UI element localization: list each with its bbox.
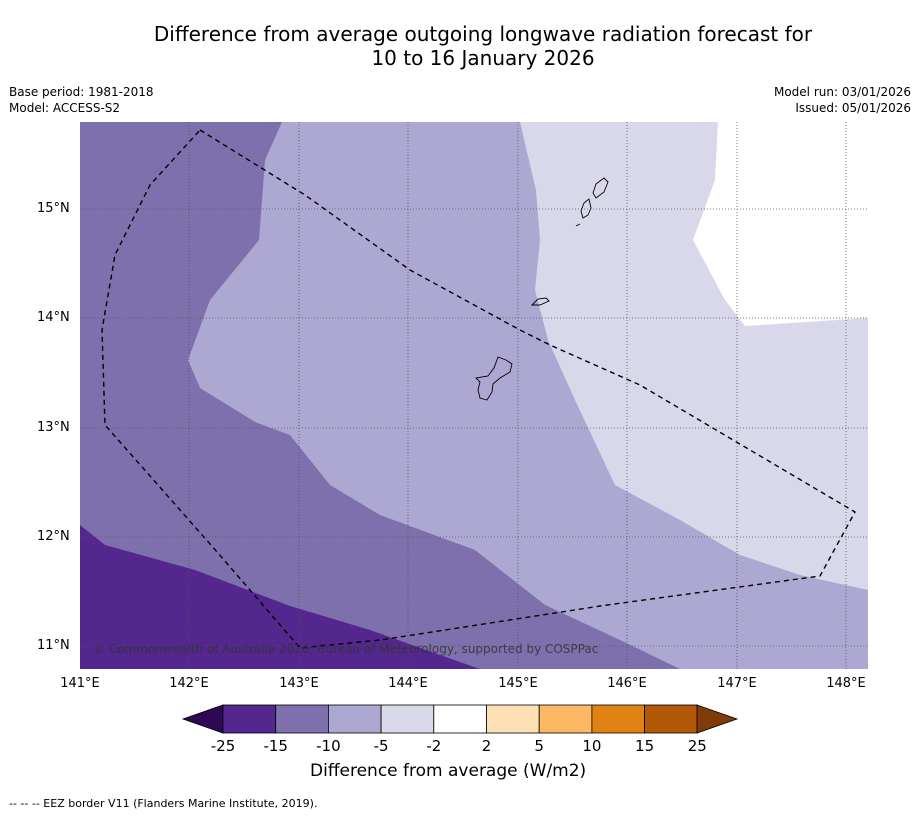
contour-band-minus15-minus10 (80, 122, 680, 669)
colorbar-tick-label: -5 (373, 737, 389, 755)
issued-date: Issued: 05/01/2026 (795, 101, 911, 115)
base-period: Base period: 1981-2018 (9, 85, 154, 99)
colorbar-tick-label: 25 (687, 737, 707, 755)
colorbar (181, 704, 739, 734)
island-aguijan (575, 223, 581, 227)
colorbar-bin (486, 704, 540, 734)
longitude-label: 146°E (607, 676, 647, 691)
longitude-label: 148°E (826, 676, 866, 691)
island-rota (530, 297, 550, 306)
latitude-label: 15°N (37, 201, 70, 216)
longitude-label: 142°E (169, 676, 209, 691)
longitude-label: 144°E (388, 676, 428, 691)
colorbar-tick-label: -10 (316, 737, 341, 755)
colorbar-extend-low (181, 704, 224, 734)
longitude-label: 145°E (498, 676, 538, 691)
latitude-label: 14°N (37, 310, 70, 325)
colorbar-tick-label: 10 (582, 737, 602, 755)
colorbar-title: Difference from average (W/m2) (310, 761, 587, 781)
colorbar-bin (327, 704, 382, 734)
longitude-label: 147°E (717, 676, 757, 691)
colorbar-bin (591, 704, 646, 734)
colorbar-tick-label: 15 (635, 737, 655, 755)
longitude-label: 141°E (60, 676, 100, 691)
colorbar-bin (538, 704, 593, 734)
colorbar-tick-label: -15 (263, 737, 288, 755)
copyright-credit: © Commonwealth of Australia 2026, Bureau… (93, 642, 599, 656)
colorbar-tick-label: 2 (481, 737, 492, 755)
model-run: Model run: 03/01/2026 (773, 85, 911, 99)
latitude-label: 12°N (37, 529, 70, 544)
meta-left: Base period: 1981-2018 Model: ACCESS-S2 (9, 84, 154, 116)
title-line-1: Difference from average outgoing longwav… (153, 22, 813, 46)
meta-right: Model run: 03/01/2026 Issued: 05/01/2026 (774, 84, 911, 116)
colorbar-tick-label: -25 (210, 737, 236, 755)
contour-band-minus25-minus15 (80, 525, 480, 669)
model-name: Model: ACCESS-S2 (9, 101, 121, 115)
islands (475, 177, 609, 401)
colorbar-bin (380, 704, 435, 734)
chart-title: Difference from average outgoing longwav… (0, 22, 919, 70)
island-guam (475, 356, 513, 401)
colorbar-bin (433, 704, 487, 734)
eez-legend-note: -- -- -- EEZ border V11 (Flanders Marine… (9, 797, 318, 810)
title-line-2: 10 to 16 January 2026 (371, 46, 595, 70)
colorbar-bins (222, 704, 698, 734)
longitude-label: 143°E (279, 676, 319, 691)
colorbar-bin (275, 704, 329, 734)
latitude-label: 13°N (37, 420, 70, 435)
colorbar-tick-label: 5 (534, 737, 544, 755)
island-tinian (580, 198, 592, 219)
colorbar-tick-label: -2 (426, 737, 442, 755)
colorbar-extend-high (696, 704, 739, 734)
colorbar-bin (644, 704, 698, 734)
graticule (80, 122, 868, 669)
map-plot-area (80, 122, 868, 669)
latitude-label: 11°N (37, 638, 70, 653)
island-saipan (592, 177, 609, 199)
colorbar-bin (222, 704, 277, 734)
